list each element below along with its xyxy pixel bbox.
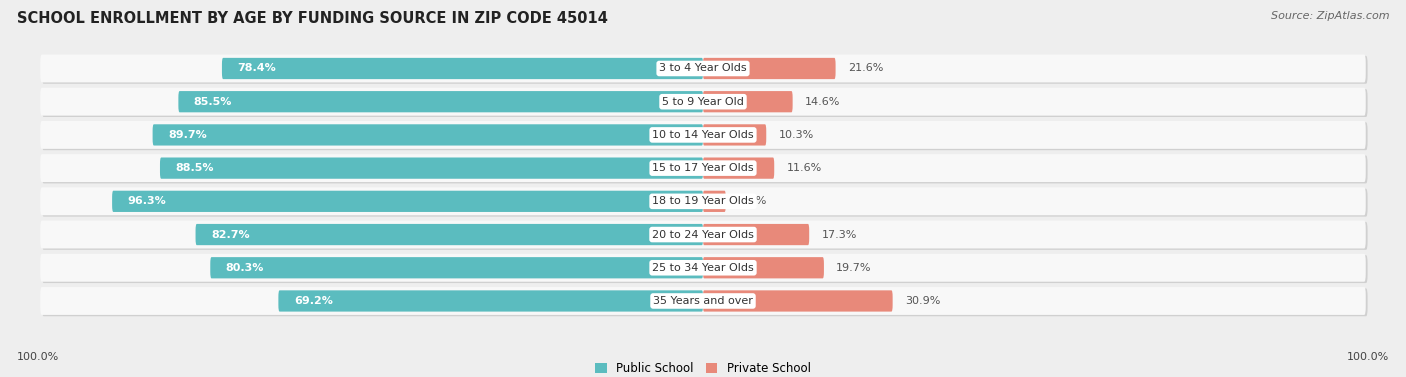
Text: Source: ZipAtlas.com: Source: ZipAtlas.com — [1271, 11, 1389, 21]
FancyBboxPatch shape — [703, 257, 824, 278]
Text: 10 to 14 Year Olds: 10 to 14 Year Olds — [652, 130, 754, 140]
Text: 5 to 9 Year Old: 5 to 9 Year Old — [662, 97, 744, 107]
FancyBboxPatch shape — [278, 290, 703, 312]
FancyBboxPatch shape — [42, 288, 1368, 316]
Text: 89.7%: 89.7% — [167, 130, 207, 140]
Text: 80.3%: 80.3% — [226, 263, 264, 273]
Text: 82.7%: 82.7% — [211, 230, 250, 239]
Text: 14.6%: 14.6% — [804, 97, 841, 107]
FancyBboxPatch shape — [703, 91, 793, 112]
FancyBboxPatch shape — [179, 91, 703, 112]
FancyBboxPatch shape — [41, 187, 1365, 215]
Text: SCHOOL ENROLLMENT BY AGE BY FUNDING SOURCE IN ZIP CODE 45014: SCHOOL ENROLLMENT BY AGE BY FUNDING SOUR… — [17, 11, 607, 26]
FancyBboxPatch shape — [41, 221, 1365, 248]
FancyBboxPatch shape — [153, 124, 703, 146]
FancyBboxPatch shape — [41, 254, 1365, 282]
Text: 18 to 19 Year Olds: 18 to 19 Year Olds — [652, 196, 754, 206]
FancyBboxPatch shape — [41, 154, 1365, 182]
FancyBboxPatch shape — [42, 89, 1368, 117]
FancyBboxPatch shape — [703, 290, 893, 312]
Text: 20 to 24 Year Olds: 20 to 24 Year Olds — [652, 230, 754, 239]
FancyBboxPatch shape — [42, 255, 1368, 283]
FancyBboxPatch shape — [42, 222, 1368, 250]
Text: 21.6%: 21.6% — [848, 63, 883, 74]
Text: 11.6%: 11.6% — [786, 163, 821, 173]
FancyBboxPatch shape — [42, 122, 1368, 150]
Text: 3.7%: 3.7% — [738, 196, 766, 206]
FancyBboxPatch shape — [42, 56, 1368, 84]
Text: 19.7%: 19.7% — [837, 263, 872, 273]
Text: 100.0%: 100.0% — [17, 352, 59, 362]
FancyBboxPatch shape — [195, 224, 703, 245]
Text: 15 to 17 Year Olds: 15 to 17 Year Olds — [652, 163, 754, 173]
Text: 85.5%: 85.5% — [194, 97, 232, 107]
Text: 96.3%: 96.3% — [128, 196, 166, 206]
Text: 17.3%: 17.3% — [821, 230, 856, 239]
Legend: Public School, Private School: Public School, Private School — [591, 357, 815, 377]
FancyBboxPatch shape — [41, 287, 1365, 315]
FancyBboxPatch shape — [703, 124, 766, 146]
FancyBboxPatch shape — [41, 55, 1365, 83]
FancyBboxPatch shape — [42, 155, 1368, 183]
FancyBboxPatch shape — [703, 191, 725, 212]
FancyBboxPatch shape — [42, 189, 1368, 217]
FancyBboxPatch shape — [703, 224, 810, 245]
FancyBboxPatch shape — [703, 158, 775, 179]
FancyBboxPatch shape — [222, 58, 703, 79]
FancyBboxPatch shape — [41, 121, 1365, 149]
FancyBboxPatch shape — [160, 158, 703, 179]
Text: 10.3%: 10.3% — [779, 130, 814, 140]
FancyBboxPatch shape — [703, 58, 835, 79]
Text: 69.2%: 69.2% — [294, 296, 333, 306]
Text: 100.0%: 100.0% — [1347, 352, 1389, 362]
Text: 88.5%: 88.5% — [176, 163, 214, 173]
FancyBboxPatch shape — [112, 191, 703, 212]
Text: 3 to 4 Year Olds: 3 to 4 Year Olds — [659, 63, 747, 74]
FancyBboxPatch shape — [211, 257, 703, 278]
Text: 35 Years and over: 35 Years and over — [652, 296, 754, 306]
Text: 25 to 34 Year Olds: 25 to 34 Year Olds — [652, 263, 754, 273]
Text: 30.9%: 30.9% — [905, 296, 941, 306]
Text: 78.4%: 78.4% — [238, 63, 276, 74]
FancyBboxPatch shape — [41, 88, 1365, 116]
